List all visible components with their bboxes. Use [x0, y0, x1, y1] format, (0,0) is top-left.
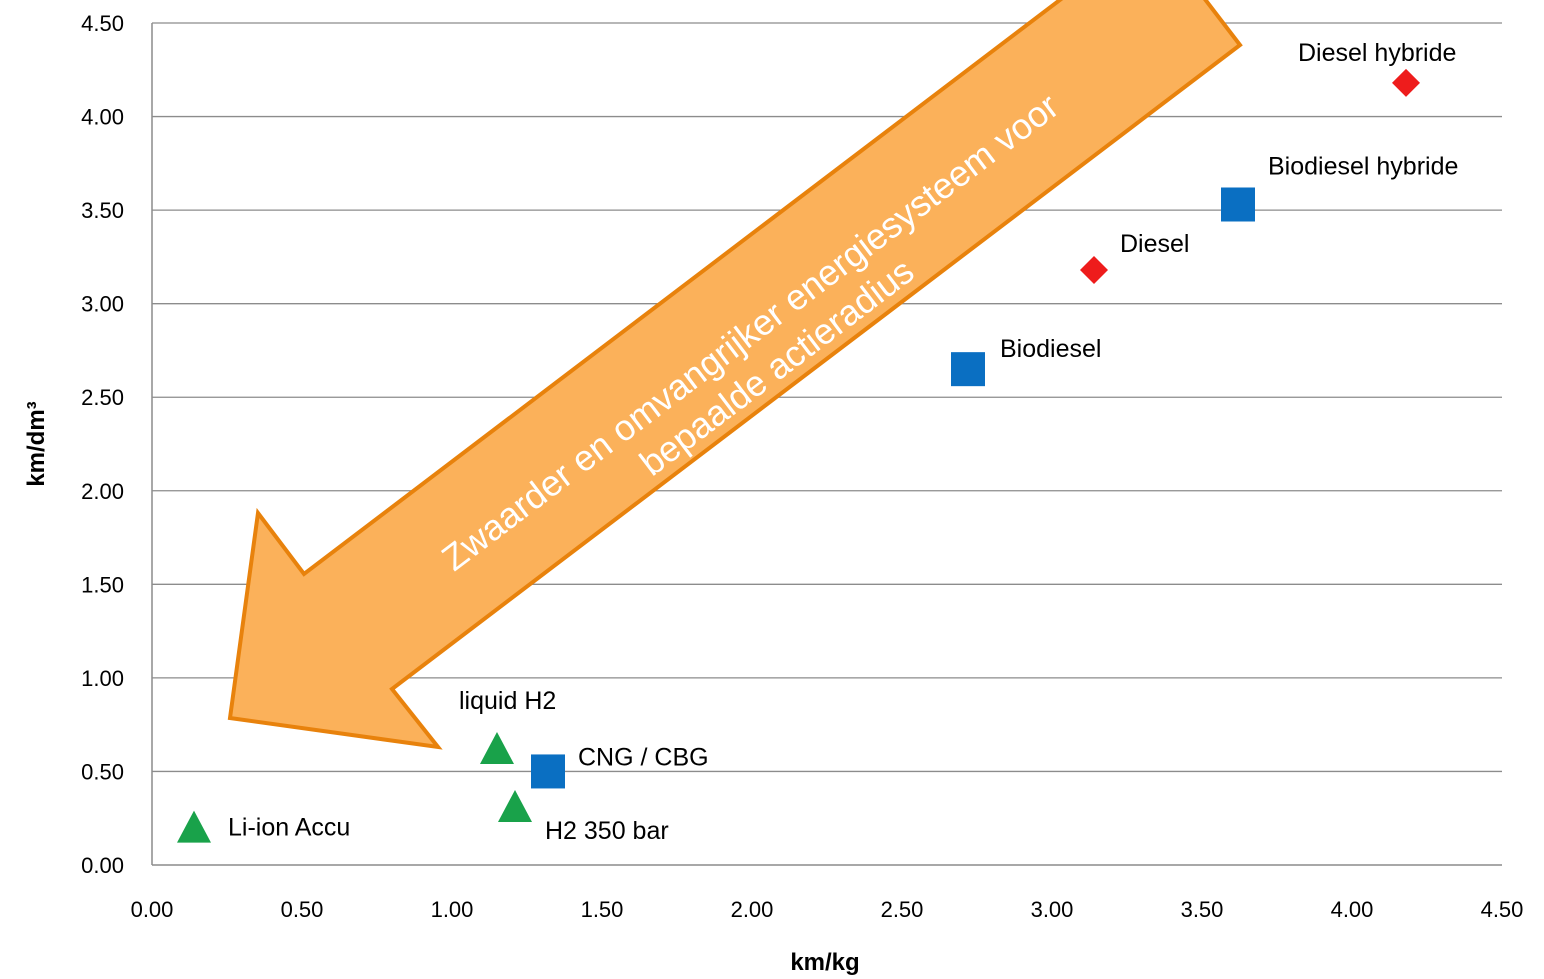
y-tick-label: 0.00	[81, 853, 124, 878]
x-tick-label: 2.00	[731, 897, 774, 922]
diamond-marker	[1392, 68, 1420, 97]
x-tick-label: 1.00	[431, 897, 474, 922]
point-label: Diesel	[1120, 230, 1189, 258]
point-label: liquid H2	[459, 687, 556, 715]
y-tick-label: 1.50	[81, 572, 124, 597]
axes	[151, 23, 1502, 866]
y-tick-label: 3.50	[81, 198, 124, 223]
square-marker	[1221, 187, 1255, 222]
y-tick-label: 0.50	[81, 759, 124, 784]
y-tick-label: 2.50	[81, 385, 124, 410]
x-tick-label: 1.50	[581, 897, 624, 922]
y-tick-label: 3.00	[81, 292, 124, 317]
y-tick-label: 4.00	[81, 105, 124, 130]
square-marker	[531, 754, 565, 789]
x-axis-title: km/kg	[790, 949, 859, 976]
y-tick-labels: 0.00 0.50 1.00 1.50 2.00 2.50 3.00 3.50 4.00 4.50	[81, 11, 124, 878]
arrow-shape	[227, 0, 1243, 750]
point-label: Biodiesel	[1000, 335, 1101, 363]
y-axis-title: km/dm³	[23, 401, 50, 486]
diamond-marker	[1080, 255, 1108, 284]
y-tick-label: 2.00	[81, 479, 124, 504]
point-label: Biodiesel hybride	[1268, 152, 1458, 180]
point-label: CNG / CBG	[578, 743, 709, 771]
x-tick-label: 3.50	[1181, 897, 1224, 922]
x-tick-label: 2.50	[881, 897, 924, 922]
data-points	[177, 68, 1420, 843]
annotation-line-1: Zwaarder en omvangrijker energiesysteem …	[434, 85, 1066, 579]
point-labels: Diesel hybride Diesel Biodiesel hybride Bio…	[228, 39, 1458, 845]
point-label: Diesel hybride	[1298, 39, 1456, 67]
square-marker	[951, 352, 985, 387]
x-tick-label: 0.00	[131, 897, 174, 922]
annotation-arrow: Zwaarder en omvangrijker energiesysteem …	[227, 0, 1243, 750]
x-tick-labels: 0.00 0.50 1.00 1.50 2.00 2.50 3.00 3.50 4.00 4.50	[131, 897, 1524, 922]
y-tick-label: 1.00	[81, 666, 124, 691]
triangle-marker	[498, 789, 532, 822]
point-label: Li-ion Accu	[228, 814, 350, 842]
y-tick-label: 4.50	[81, 11, 124, 36]
x-tick-label: 0.50	[281, 897, 324, 922]
point-label: H2 350 bar	[545, 817, 669, 845]
triangle-marker	[177, 810, 211, 843]
triangle-marker	[480, 731, 514, 764]
x-tick-label: 4.00	[1331, 897, 1374, 922]
x-tick-label: 4.50	[1481, 897, 1524, 922]
x-tick-label: 3.00	[1031, 897, 1074, 922]
